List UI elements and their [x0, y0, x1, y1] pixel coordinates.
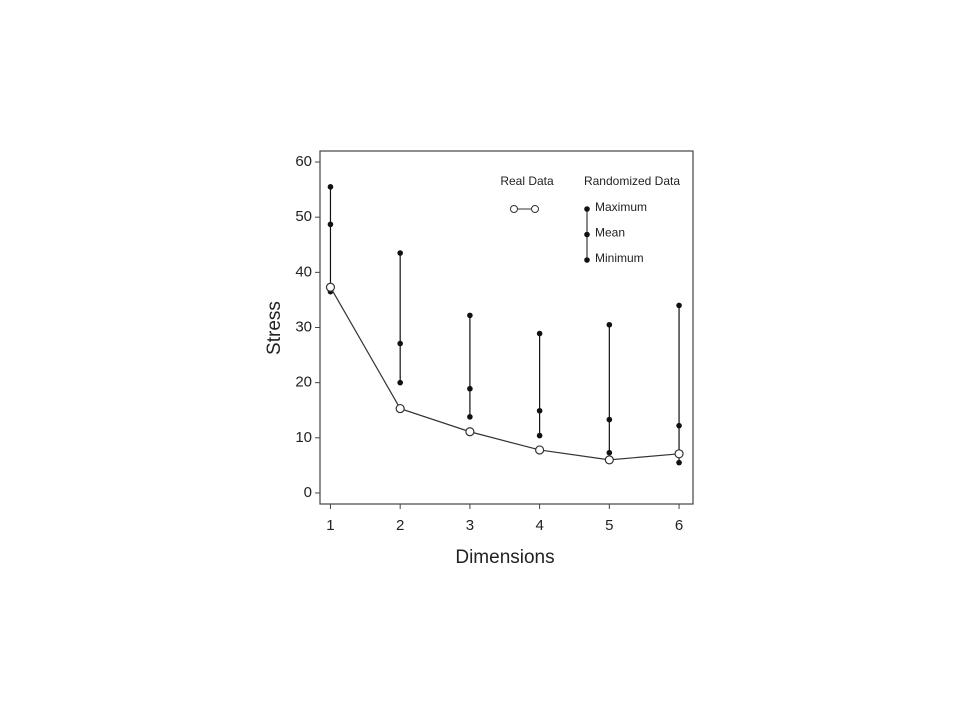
y-tick-label: 50 [295, 208, 312, 225]
random-point [327, 184, 334, 190]
real-line [329, 286, 680, 461]
real-point [674, 449, 684, 459]
x-tick-label: 1 [326, 517, 334, 534]
random-point [467, 385, 473, 392]
legend-swatch [510, 205, 518, 213]
y-tick-label: 60 [295, 153, 312, 170]
x-tick-label: 4 [535, 517, 543, 534]
random-point [606, 449, 613, 456]
real-point [465, 427, 475, 437]
y-tick-label: 0 [304, 484, 312, 501]
random-point [327, 221, 334, 228]
real-point [604, 455, 614, 465]
legend-label: Maximum [595, 200, 647, 214]
y-tick-label: 40 [295, 263, 312, 280]
real-point [325, 282, 336, 292]
real-point [535, 445, 545, 455]
random-point [467, 312, 473, 319]
random-point [397, 340, 403, 347]
y-tick-label: 20 [295, 374, 312, 391]
random-point [676, 422, 682, 429]
random-point [467, 414, 473, 420]
real-point [395, 403, 405, 414]
legend-swatch [584, 206, 590, 212]
random-point [536, 407, 543, 414]
legend-swatch [531, 205, 539, 213]
random-point [536, 432, 543, 439]
legend-swatch [584, 231, 590, 238]
y-tick-label: 10 [295, 429, 312, 446]
x-axis-label: Dimensions [455, 547, 554, 568]
y-axis-label: Stress [264, 301, 285, 355]
y-tick-label: 30 [295, 318, 312, 335]
legend-title: Randomized Data [584, 174, 680, 188]
legend-label: Minimum [595, 251, 644, 265]
legend-label: Mean [595, 226, 625, 240]
random-point [606, 416, 613, 423]
x-tick-label: 2 [396, 517, 404, 534]
random-point [606, 321, 613, 328]
random-point [676, 302, 682, 309]
random-point [397, 379, 403, 386]
x-tick-label: 6 [675, 517, 683, 534]
legend-label: Real Data [500, 174, 554, 188]
legend-swatch [584, 257, 590, 263]
random-point [536, 330, 543, 337]
random-point [676, 459, 682, 466]
random-point [397, 250, 403, 256]
x-tick-label: 5 [605, 517, 613, 534]
x-tick-label: 3 [466, 517, 474, 534]
